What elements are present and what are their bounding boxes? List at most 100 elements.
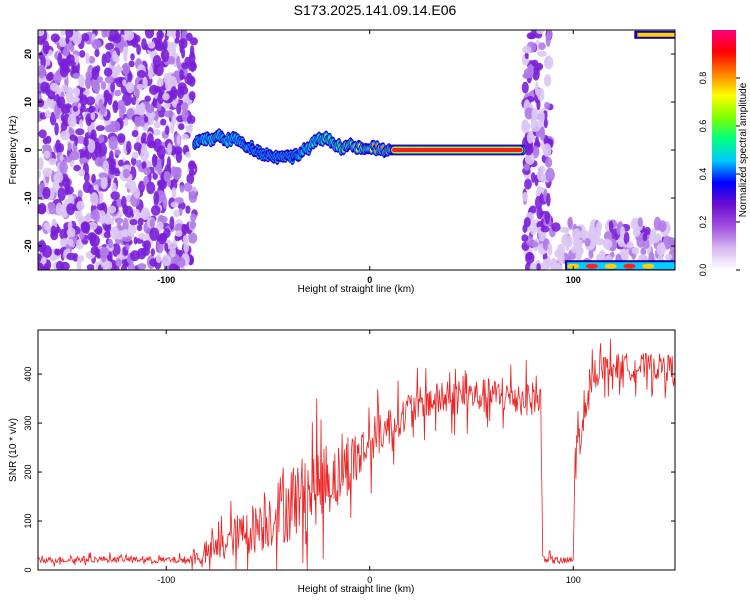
heatmap-x-tick-label: 0 [367,275,372,285]
heatmap-noise-cell [118,159,124,167]
heatmap-noise-cell [97,76,103,83]
heatmap-noise-cell [170,86,178,100]
heatmap-noise-cell [173,167,182,180]
heatmap-noise-cell [90,246,100,256]
heatmap-noise-cell [71,65,78,75]
heatmap-noise-cell [141,161,147,170]
heatmap-noise-cell [108,136,118,150]
heatmap-y-axis-label: Frequency (Hz) [8,116,19,185]
heatmap-noise-cell [575,241,582,253]
heatmap-noise-cell [87,139,96,153]
heatmap-bottom-band-mid [567,262,675,270]
heatmap-noise-cell [59,228,69,240]
heatmap-noise-cell [165,30,174,37]
heatmap-noise-cell [137,217,144,226]
heatmap-noise-cell [38,64,46,79]
heatmap-noise-cell [54,122,59,136]
heatmap-noise-cell [38,240,47,253]
heatmap-noise-cell [78,168,86,177]
heatmap-noise-cell [72,31,82,45]
heatmap-noise-cell [131,130,139,138]
heatmap-noise-cell [78,74,85,88]
heatmap-noise-cell [125,243,130,251]
heatmap-noise-cell [160,118,167,126]
heatmap-noise-cell [530,120,541,132]
heatmap-noise-cell [55,226,61,234]
colorbar-gradient [712,30,736,270]
snr-y-tick-label: 400 [23,367,33,382]
heatmap-noise-cell [112,71,118,79]
heatmap-noise-cell [637,217,643,228]
heatmap-noise-cell [56,96,66,109]
heatmap-noise-cell [156,77,164,87]
heatmap-y-axis: -20 -10 0 10 20 [23,49,675,253]
colorbar-tick-label: 0.0 [698,264,708,277]
heatmap-noise-cell [60,130,71,141]
heatmap-noise-cell [651,234,662,242]
heatmap-noise-cell [76,200,85,211]
heatmap-noise-cell [175,265,180,270]
heatmap-noise-cell [145,104,155,114]
heatmap-noise-cell [143,167,151,176]
heatmap-noise-cell [127,176,132,186]
heatmap-y-tick-label: 20 [23,49,33,59]
snr-frame [37,329,676,571]
heatmap-noise-cell [521,234,529,242]
heatmap-noise-cell [110,191,120,201]
heatmap-noise-cell [530,226,536,236]
heatmap-noise-cell [59,65,69,78]
heatmap-noise-cell [102,214,111,224]
heatmap-noise-cell [121,62,131,75]
heatmap-noise-cell [171,187,177,199]
heatmap-noise-cell [176,55,181,69]
heatmap-noise-cell [38,204,46,215]
heatmap-noise-cell [602,238,613,250]
heatmap-noise-cell [95,227,103,235]
heatmap-noise-cell [87,221,98,231]
heatmap-noise-cell [523,163,530,171]
heatmap-noise-cell [189,61,197,69]
heatmap-noise-cell [112,50,117,62]
heatmap-y-tick-label: 0 [23,147,33,152]
heatmap-noise-cell [151,129,161,136]
heatmap-noise-cell [143,240,151,251]
heatmap-noise-cell [150,205,161,216]
heatmap-noise-cell [66,86,73,100]
heatmap-noise-cell [174,223,184,233]
heatmap-noise-cell [545,167,555,182]
heatmap-noise-cell [588,250,594,259]
heatmap-noise-cell [188,123,193,133]
heatmap-noise-cell [534,136,540,148]
heatmap-noise-cell [168,41,177,49]
heatmap-noise-cell [85,52,90,65]
heatmap-noise-cell [120,229,130,238]
heatmap-noise-cell [551,222,561,232]
colorbar-tick-label: 0.8 [698,72,708,85]
heatmap-noise-cell [133,142,142,152]
heatmap-noise-cell [90,192,99,206]
heatmap-noise-cell [38,170,42,179]
heatmap-band-core [392,148,523,152]
heatmap-noise-cell [164,242,169,252]
snr-x-axis-label: Height of straight line (km) [298,584,415,595]
heatmap-noise-cell [572,228,581,240]
heatmap-noise-cell [113,66,124,73]
heatmap-noise-cell [44,110,52,119]
heatmap-noise-cell [170,119,175,134]
heatmap-noise-cell [598,249,606,261]
heatmap-noise-cell [187,232,198,244]
heatmap-noise-cell [169,246,176,258]
heatmap-noise-cell [186,115,196,125]
heatmap-noise-cell [59,38,66,48]
heatmap-noise-cell [79,50,86,58]
heatmap-noise-cell [110,81,116,93]
heatmap-noise-cell [87,184,94,194]
heatmap-noise-cell [522,191,528,202]
heatmap-noise-cell [155,253,162,264]
heatmap-noise-layer [38,30,675,270]
heatmap-noise-cell [127,70,133,84]
heatmap-noise-cell [95,125,105,132]
heatmap-noise-cell [537,50,547,57]
heatmap-noise-cell [595,221,603,232]
heatmap-noise-cell [188,160,196,171]
